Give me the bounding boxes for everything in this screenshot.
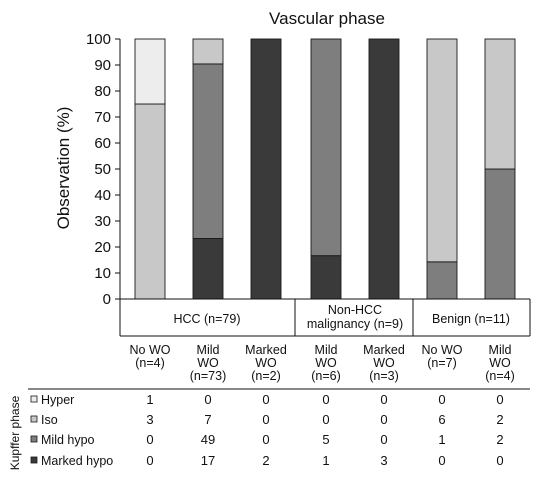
kupffer-phase-label: Kupffer phase [8, 395, 22, 470]
table-cell: 0 [496, 453, 503, 468]
category-label: (n=4) [485, 369, 515, 383]
table-cell: 1 [322, 453, 329, 468]
bar-segment [192, 238, 224, 300]
table-cell: 7 [204, 412, 211, 427]
row-label: Mild hypo [41, 433, 95, 447]
category-label: (n=73) [190, 369, 226, 383]
y-tick-label: 70 [94, 109, 111, 126]
category-label: Mild [489, 343, 512, 357]
category-label: No WO [422, 343, 463, 357]
category-label: No WO [130, 343, 171, 357]
y-tick-label: 10 [94, 265, 111, 282]
table-cell: 49 [201, 432, 215, 447]
table-cell: 2 [262, 453, 269, 468]
y-tick-label: 0 [103, 291, 111, 308]
category-labels: No WO(n=4)MildWO(n=73)MarkedWO(n=2)MildW… [130, 343, 515, 383]
category-label: Mild [315, 343, 338, 357]
table-cell: 0 [438, 453, 445, 468]
row-label: Hyper [41, 393, 74, 407]
category-label: WO [373, 356, 395, 370]
table-cell: 0 [380, 432, 387, 447]
legend-swatch [30, 435, 38, 443]
category-label: WO [197, 356, 219, 370]
bar-segment [368, 38, 400, 300]
table-cell: 0 [146, 432, 153, 447]
y-tick-label: 80 [94, 83, 111, 100]
y-tick-label: 20 [94, 239, 111, 256]
bar-segment [192, 63, 224, 239]
table-cell: 0 [146, 453, 153, 468]
group-label: Benign (n=11) [432, 312, 510, 326]
y-tick-label: 30 [94, 213, 111, 230]
table-cell: 1 [146, 392, 153, 407]
table-cell: 0 [322, 412, 329, 427]
category-label: WO [489, 356, 511, 370]
table-cell: 0 [262, 432, 269, 447]
bar-segment [250, 38, 282, 300]
group-label: HCC (n=79) [173, 312, 240, 326]
bar-segment [484, 38, 516, 170]
table-cell: 0 [380, 412, 387, 427]
row-label: Marked hypo [41, 454, 113, 468]
category-label: (n=7) [427, 356, 457, 370]
table-cell: 2 [496, 432, 503, 447]
y-tick-label: 100 [86, 31, 111, 48]
table-cell: 0 [496, 392, 503, 407]
table-cell: 2 [496, 412, 503, 427]
legend-swatch [30, 415, 38, 423]
y-tick-label: 50 [94, 161, 111, 178]
category-label: WO [315, 356, 337, 370]
category-label: Mild [197, 343, 220, 357]
table-cell: 5 [322, 432, 329, 447]
table-cell: 6 [438, 412, 445, 427]
category-label: Marked [363, 343, 405, 357]
bar-segment [192, 38, 224, 65]
y-tick-label: 40 [94, 187, 111, 204]
y-axis-label: Observation (%) [54, 107, 73, 230]
legend-swatch [30, 456, 38, 464]
row-label: Iso [41, 413, 58, 427]
category-label: (n=4) [135, 356, 165, 370]
table-cell: 3 [380, 453, 387, 468]
bars [134, 38, 516, 300]
count-table: Hyper 1 0 0 0 0 0 0 Iso 3 7 0 0 0 6 2 Mild hypo 0 49 0 5 0 1 2 M… [28, 388, 530, 468]
category-label: Marked [245, 343, 287, 357]
category-label: (n=2) [251, 369, 281, 383]
bar-segment [134, 38, 166, 105]
bar-segment [134, 103, 166, 300]
table-cell: 0 [322, 392, 329, 407]
table-cell: 1 [438, 432, 445, 447]
y-tick-label: 90 [94, 57, 111, 74]
axes: 0 10 20 30 40 50 60 70 80 90 100 [86, 31, 121, 308]
table-cell: 0 [262, 412, 269, 427]
bar-segment [310, 255, 342, 300]
category-label: WO [255, 356, 277, 370]
group-label: Non-HCC [328, 303, 382, 317]
table-cell: 0 [262, 392, 269, 407]
table-cell: 0 [204, 392, 211, 407]
legend-swatch [30, 395, 38, 403]
category-label: (n=6) [311, 369, 341, 383]
group-label: malignancy (n=9) [307, 317, 403, 331]
bar-segment [484, 168, 516, 300]
y-tick-label: 60 [94, 135, 111, 152]
category-label: (n=3) [369, 369, 399, 383]
table-cell: 0 [438, 392, 445, 407]
bar-segment [426, 38, 458, 263]
bar-segment [426, 261, 458, 300]
table-cell: 0 [380, 392, 387, 407]
table-cell: 17 [201, 453, 215, 468]
table-cell: 3 [146, 412, 153, 427]
chart-title: Vascular phase [269, 9, 385, 28]
bar-segment [310, 38, 342, 257]
